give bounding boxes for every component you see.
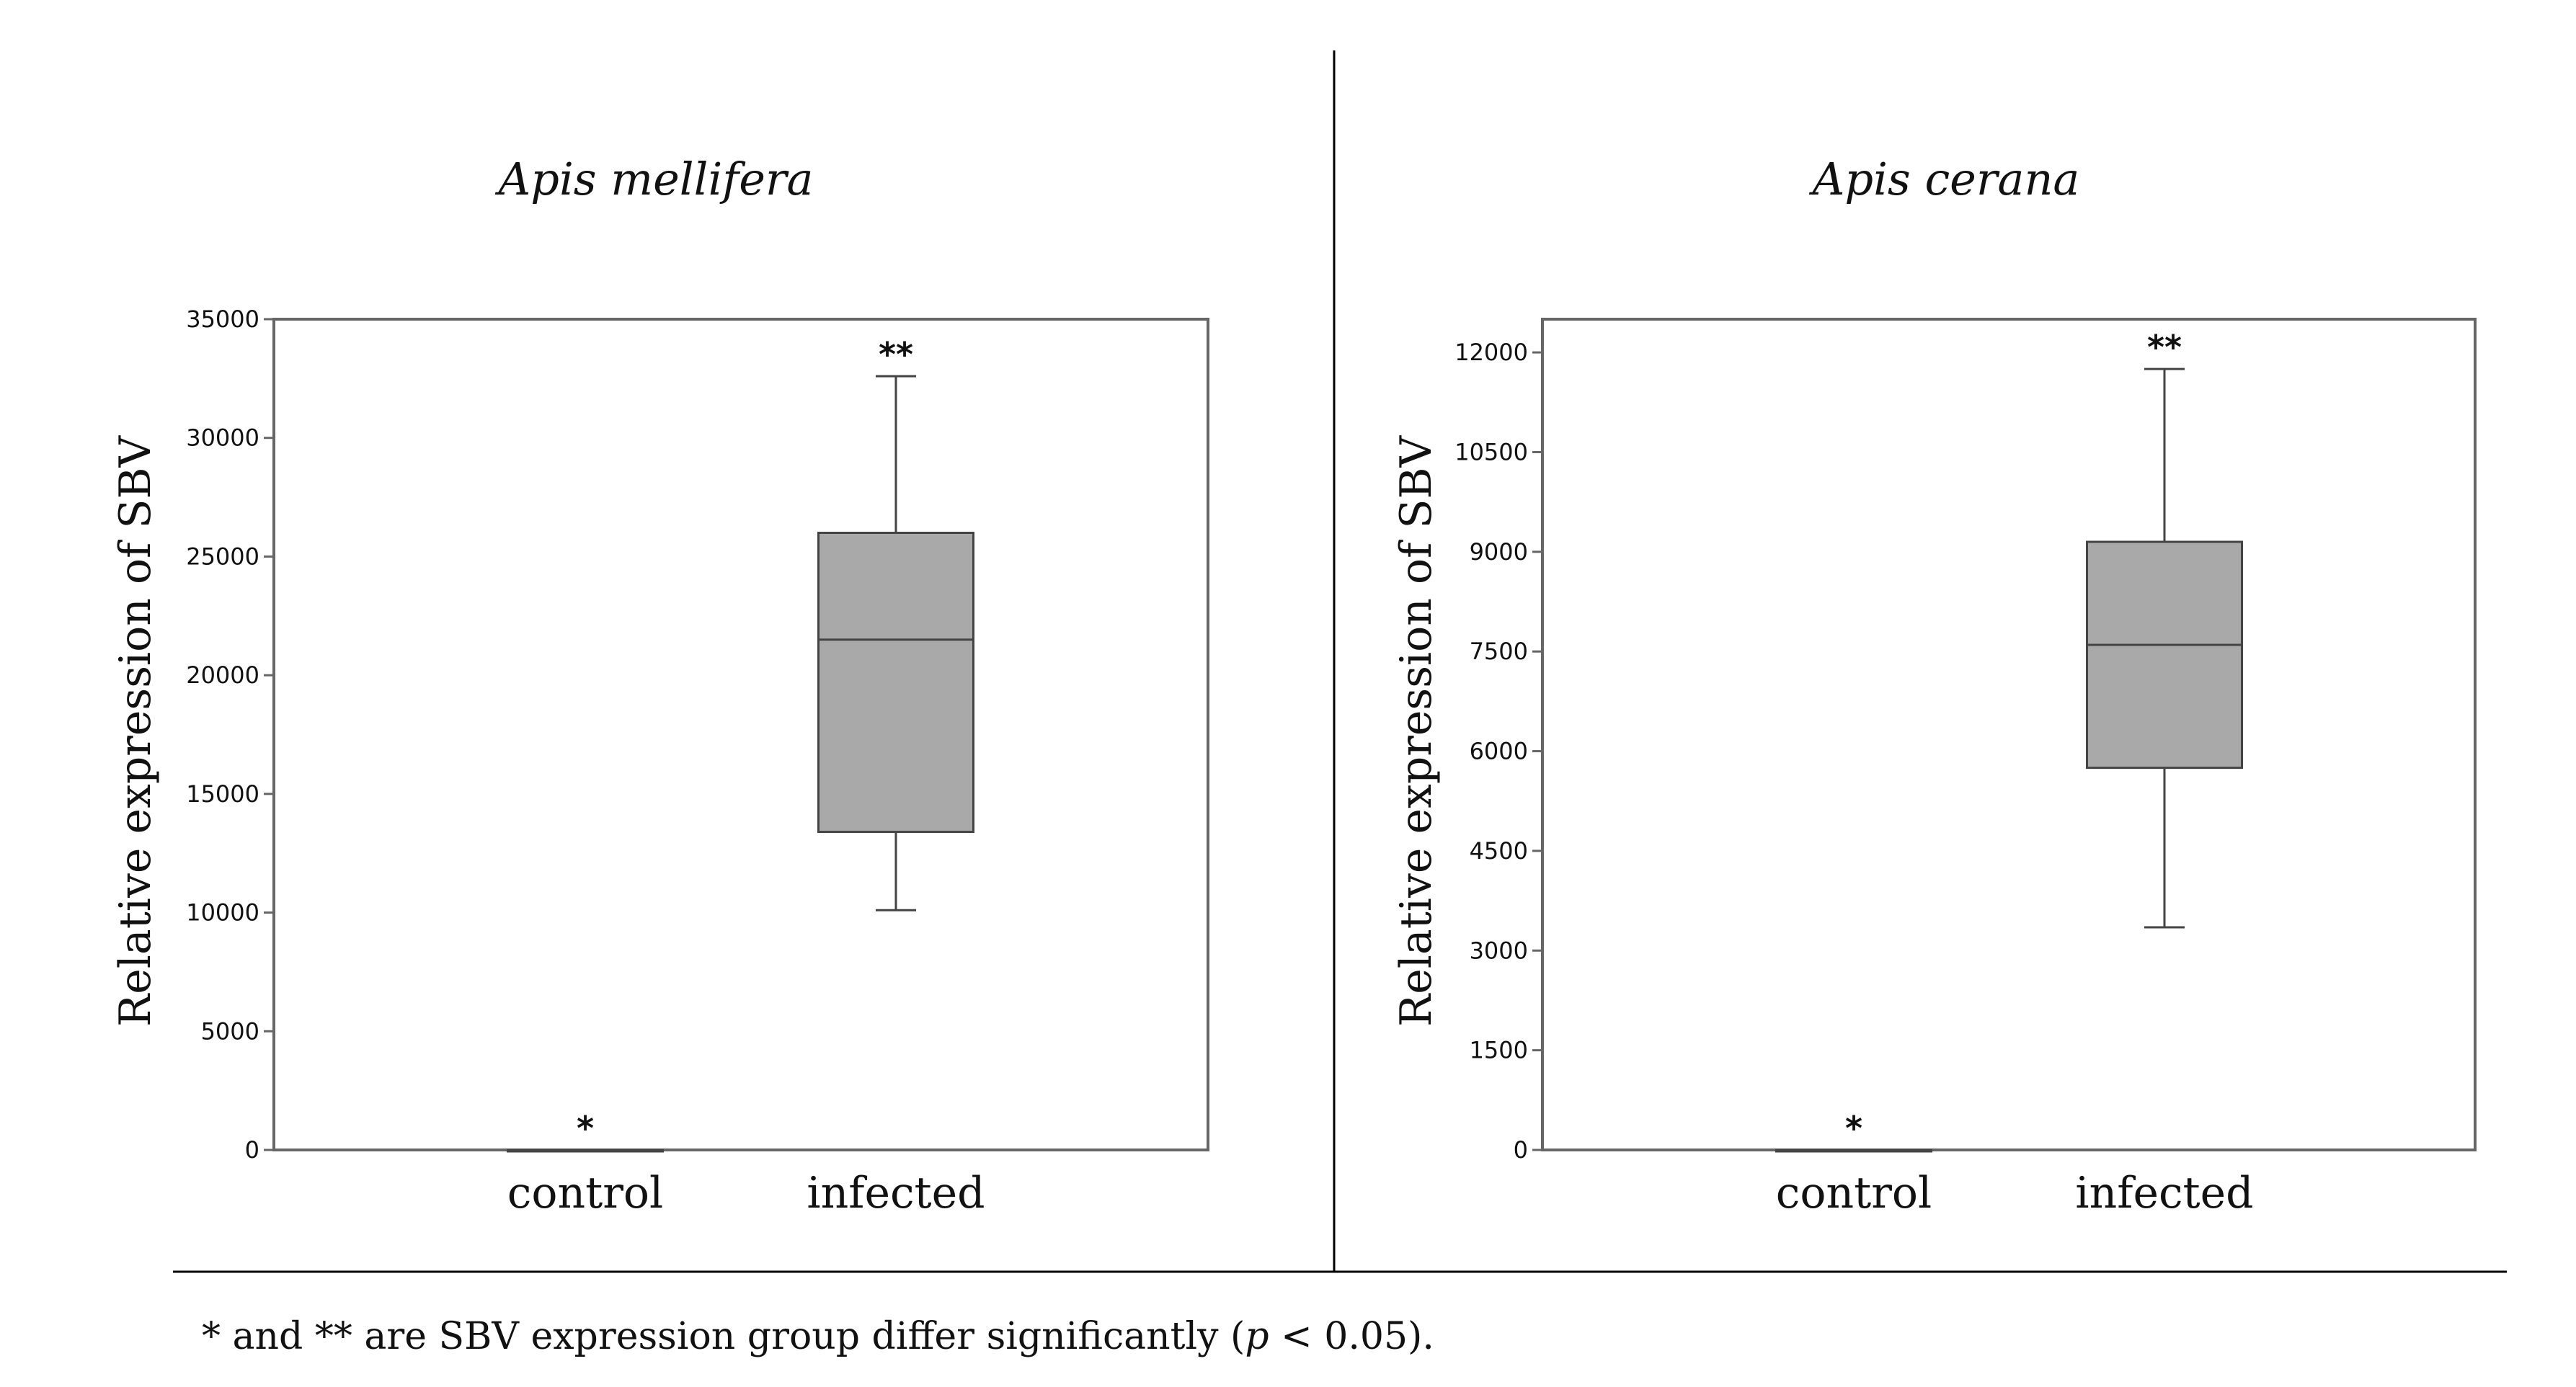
box-plots: ***	[1775, 328, 2243, 1153]
y-tick-label: 1500	[1470, 1037, 1528, 1064]
chart-panel-apis-cerana: Apis cerana Relative expression of SBV 0…	[1391, 153, 2477, 1218]
y-axis-ticks: 0 5000 10000 15000 20000 25000 30000 35000	[186, 306, 274, 1164]
y-tick-label: 0	[245, 1136, 259, 1164]
y-tick-label: 6000	[1470, 738, 1528, 765]
y-tick-label: 3000	[1470, 937, 1528, 964]
plot-frame	[272, 318, 1209, 1151]
y-axis-label: Relative expression of SBV	[1391, 434, 1442, 1027]
footnote: * and ** are SBV expression group differ…	[202, 1315, 1434, 1358]
significance-annotation: *	[1845, 1109, 1862, 1148]
plot-frame	[1541, 318, 2477, 1151]
y-tick-label: 9000	[1470, 538, 1528, 566]
box-plots: ***	[507, 335, 974, 1153]
significance-annotation: **	[2147, 328, 2182, 367]
y-tick-label: 30000	[186, 424, 259, 452]
y-tick-label: 5000	[201, 1017, 259, 1045]
y-tick-label: 4500	[1470, 837, 1528, 865]
y-tick-label: 15000	[186, 780, 259, 808]
y-tick-label: 12000	[1454, 339, 1528, 366]
significance-annotation: *	[577, 1109, 594, 1148]
y-tick-label: 10500	[1454, 438, 1528, 465]
box-infected	[2086, 540, 2243, 770]
y-tick-label: 35000	[186, 306, 259, 333]
x-tick-label: control	[507, 1168, 663, 1218]
y-tick-label: 20000	[186, 661, 259, 689]
box-infected	[817, 531, 974, 834]
x-axis-ticks: control infected	[1776, 1168, 2254, 1218]
x-tick-label: control	[1776, 1168, 1932, 1218]
significance-annotation: **	[879, 335, 913, 374]
y-axis-ticks: 0 1500 3000 4500 6000 7500 9000 10500 12000	[1454, 339, 1542, 1164]
footnote-suffix: < 0.05).	[1269, 1315, 1434, 1358]
chart-title: Apis cerana	[1809, 153, 2080, 205]
x-axis-ticks: control infected	[507, 1168, 985, 1218]
footnote-p-symbol: p	[1245, 1315, 1269, 1358]
x-tick-label: infected	[2075, 1168, 2253, 1218]
chart-panel-apis-mellifera: Apis mellifera Relative expression of SB…	[110, 153, 1209, 1218]
x-tick-label: infected	[807, 1168, 985, 1218]
y-tick-label: 10000	[186, 899, 259, 927]
y-tick-label: 7500	[1470, 638, 1528, 665]
y-tick-label: 0	[1514, 1136, 1528, 1164]
y-tick-label: 25000	[186, 543, 259, 570]
chart-title: Apis mellifera	[494, 153, 813, 205]
footnote-prefix: * and ** are SBV expression group differ…	[202, 1315, 1245, 1358]
y-axis-label: Relative expression of SBV	[110, 434, 161, 1027]
